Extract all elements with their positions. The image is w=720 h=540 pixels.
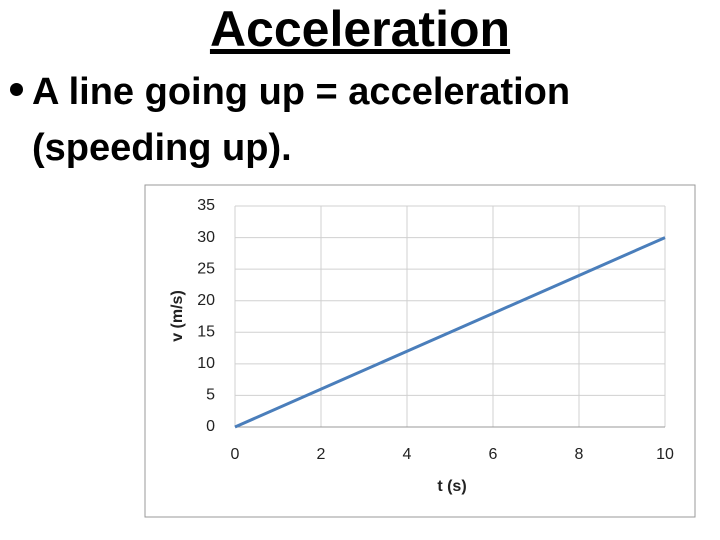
y-tick-label: 30 (197, 229, 215, 246)
x-tick-label: 0 (231, 446, 240, 463)
x-tick-label: 4 (403, 446, 412, 463)
x-tick-label: 8 (575, 446, 584, 463)
bullet-text: A line going up = acceleration (speeding… (32, 71, 571, 169)
x-axis-label: t (s) (437, 478, 466, 495)
y-tick-label: 20 (197, 292, 215, 309)
y-tick-label: 0 (206, 418, 215, 435)
bullet-dot (10, 83, 23, 96)
x-tick-label: 10 (656, 446, 674, 463)
y-axis-label: v (m/s) (169, 290, 186, 342)
y-tick-label: 25 (197, 260, 215, 277)
chart-frame (144, 184, 696, 518)
data-line (234, 236, 666, 429)
x-tick-label: 6 (489, 446, 498, 463)
y-tick-label: 35 (197, 197, 215, 214)
y-tick-label: 10 (197, 355, 215, 372)
x-tick-label: 2 (317, 446, 326, 463)
y-tick-label: 15 (197, 324, 215, 341)
y-tick-label: 5 (206, 387, 215, 404)
slide-title: Acceleration (209, 1, 511, 57)
